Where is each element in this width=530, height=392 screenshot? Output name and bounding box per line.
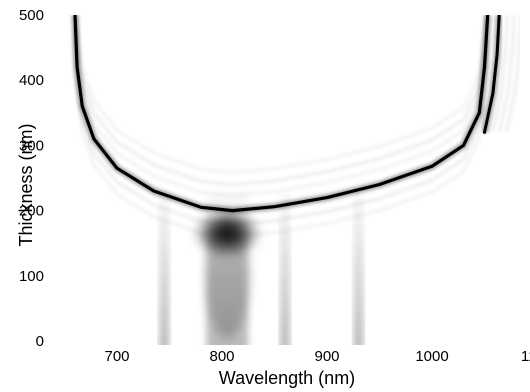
fringe-mark xyxy=(74,15,488,187)
resonance-tail xyxy=(205,218,250,339)
y-tick-label: 100 xyxy=(19,268,44,285)
y-tick-labels: 0 100 200 300 400 500 xyxy=(19,7,44,350)
fringe-mark xyxy=(505,15,520,133)
fringe-mark xyxy=(491,15,509,133)
y-tick-label: 0 xyxy=(36,333,44,350)
x-tick-label: 900 xyxy=(314,348,339,365)
y-tick-label: 200 xyxy=(19,203,44,220)
plot-area xyxy=(71,15,520,345)
right-branch-curve xyxy=(483,15,501,134)
fringe-mark xyxy=(74,15,489,198)
x-tick-label: 1000 xyxy=(415,348,448,365)
y-tick-label: 500 xyxy=(19,7,44,24)
band-mark xyxy=(353,191,364,345)
fringe-mark xyxy=(498,15,516,133)
fringe-mark xyxy=(75,15,487,175)
x-tick-label: 700 xyxy=(104,348,129,365)
x-tick-label: 800 xyxy=(209,348,234,365)
band-mark xyxy=(280,191,290,345)
y-axis-title: Thickness (nm) xyxy=(16,123,36,246)
main-curve xyxy=(73,15,490,213)
band-mark xyxy=(159,191,170,345)
x-tick-label: 1100 xyxy=(521,348,530,365)
y-tick-label: 400 xyxy=(19,72,44,89)
x-tick-labels: 700 800 900 1000 1100 xyxy=(104,348,530,365)
x-axis-title: Wavelength (nm) xyxy=(219,368,355,388)
y-tick-label: 300 xyxy=(19,137,44,154)
